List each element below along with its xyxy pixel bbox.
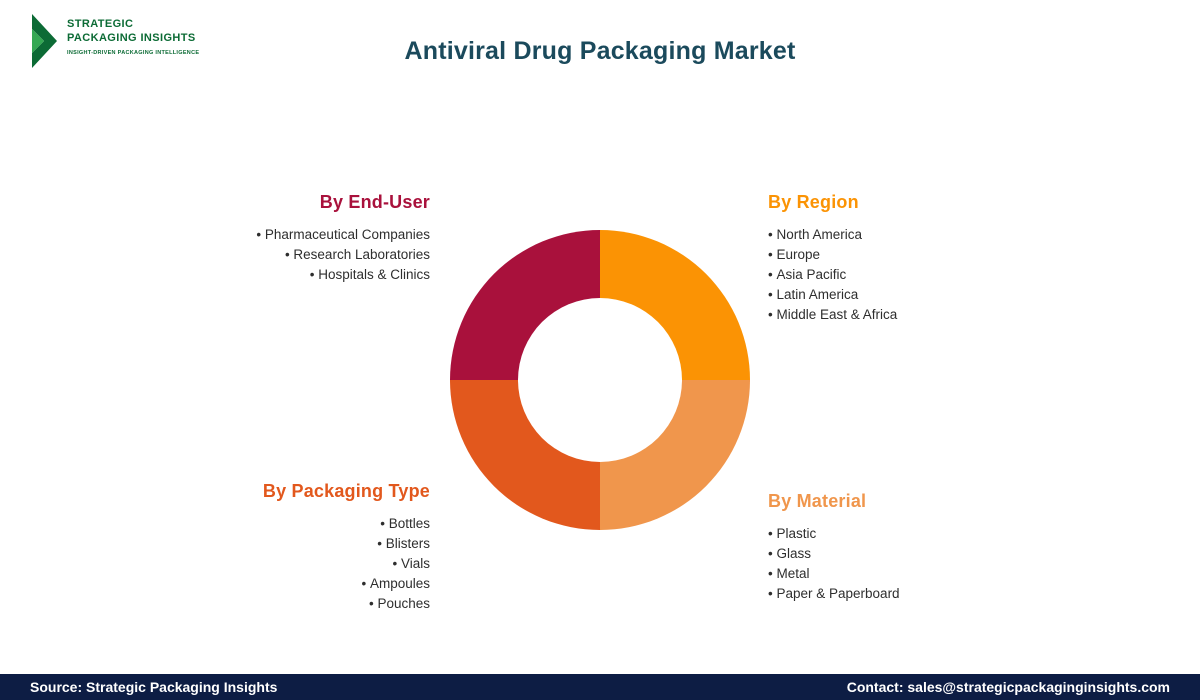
segment-list-packaging-type: Bottles Blisters Vials Ampoules Pouches [140,514,430,614]
list-item: Europe [768,245,1058,265]
brand-tagline: INSIGHT-DRIVEN PACKAGING INTELLIGENCE [67,49,200,56]
list-item: Pharmaceutical Companies [140,225,430,245]
brand-logo: STRATEGIC PACKAGING INSIGHTS INSIGHT-DRI… [30,12,199,75]
segment-list-region: North America Europe Asia Pacific Latin … [768,225,1058,325]
list-item: Vials [140,554,430,574]
segment-list-end-user: Pharmaceutical Companies Research Labora… [140,225,430,285]
page-title: Antiviral Drug Packaging Market [404,36,796,65]
footer-contact-text: Contact: sales@strategicpackaginginsight… [846,679,1170,695]
list-item: North America [768,225,1058,245]
list-item: Research Laboratories [140,245,430,265]
donut-chart-hole [518,298,682,462]
segment-heading-region: By Region [768,192,859,212]
chevron-arrow-icon [30,12,60,75]
footer-source-text: Source: Strategic Packaging Insights [30,679,278,695]
segment-heading-material: By Material [768,491,867,511]
footer-bar: Source: Strategic Packaging Insights Con… [0,674,1200,700]
list-item: Hospitals & Clinics [140,265,430,285]
list-item: Pouches [140,594,430,614]
list-item: Blisters [140,534,430,554]
segment-heading-end-user: By End-User [319,192,430,212]
brand-logo-text: STRATEGIC PACKAGING INSIGHTS INSIGHT-DRI… [67,12,199,56]
segment-heading-packaging-type: By Packaging Type [262,481,430,501]
list-item: Middle East & Africa [768,305,1058,325]
segment-region: By Region North America Europe Asia Paci… [768,192,1058,325]
donut-chart [450,230,750,530]
list-item: Latin America [768,285,1058,305]
segment-material: By Material Plastic Glass Metal Paper & … [768,491,1058,604]
segment-packaging-type: By Packaging Type Bottles Blisters Vials… [140,481,430,614]
list-item: Glass [768,544,1058,564]
list-item: Asia Pacific [768,265,1058,285]
list-item: Bottles [140,514,430,534]
segment-list-material: Plastic Glass Metal Paper & Paperboard [768,524,1058,604]
list-item: Plastic [768,524,1058,544]
list-item: Metal [768,564,1058,584]
brand-name-line2: PACKAGING INSIGHTS [67,31,196,44]
brand-name-line1: STRATEGIC [67,18,134,30]
segment-end-user: By End-User Pharmaceutical Companies Res… [140,192,430,285]
list-item: Ampoules [140,574,430,594]
list-item: Paper & Paperboard [768,584,1058,604]
